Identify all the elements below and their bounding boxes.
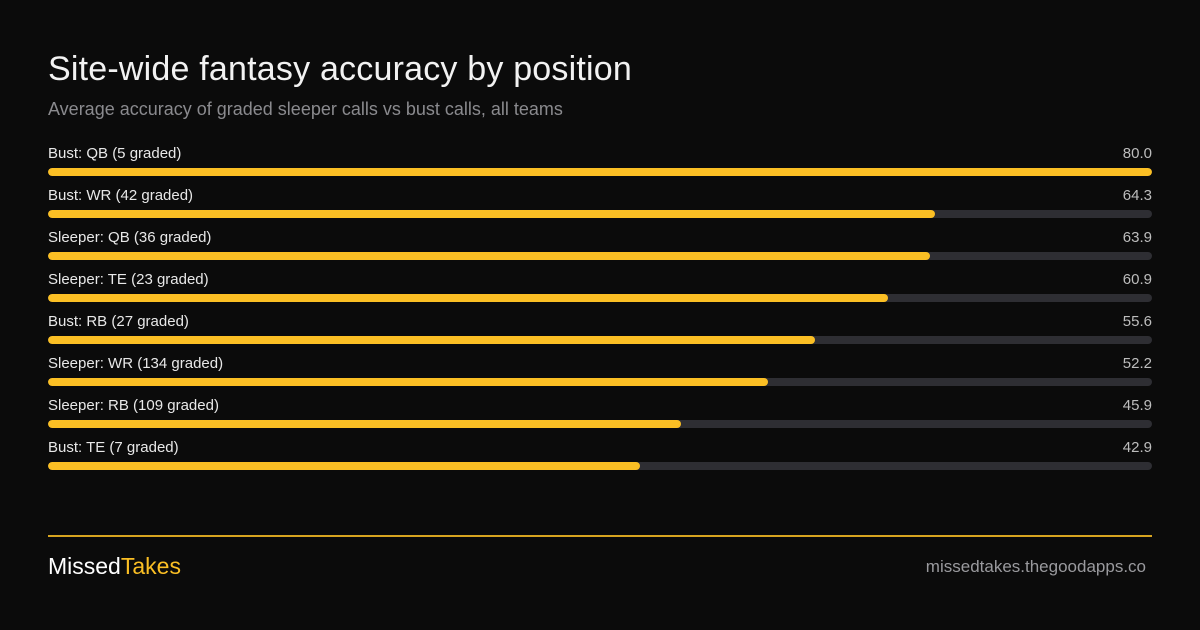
bar-label: Bust: WR (42 graded)	[48, 187, 194, 204]
bar-value-label: 42.9	[1122, 439, 1152, 456]
bar-fill	[48, 462, 641, 470]
bar-value-label: 64.3	[1122, 187, 1152, 204]
bar-label: Bust: TE (7 graded)	[48, 439, 179, 456]
brand-second: Takes	[120, 553, 181, 579]
bar-fill	[48, 294, 889, 302]
bar-label: Sleeper: WR (134 graded)	[48, 355, 224, 372]
bar-label: Sleeper: QB (36 graded)	[48, 229, 212, 246]
bar-value-label: 55.6	[1122, 313, 1152, 330]
bar-row: Sleeper: TE (23 graded) 60.9	[48, 269, 1152, 311]
bar-label: Bust: RB (27 graded)	[48, 313, 189, 330]
bar-track	[48, 210, 1152, 218]
bar-row: Bust: QB (5 graded) 80.0	[48, 143, 1152, 185]
bar-track	[48, 420, 1152, 428]
bar-row: Bust: WR (42 graded) 64.3	[48, 185, 1152, 227]
bar-value-label: 80.0	[1122, 145, 1152, 162]
chart-title: Site-wide fantasy accuracy by position	[48, 50, 632, 88]
bar-row: Sleeper: RB (109 graded) 45.9	[48, 395, 1152, 437]
bar-fill	[48, 420, 682, 428]
chart-subtitle: Average accuracy of graded sleeper calls…	[48, 99, 563, 119]
bar-fill	[48, 378, 769, 386]
bar-track	[48, 378, 1152, 386]
bar-track	[48, 462, 1152, 470]
bar-chart: Bust: QB (5 graded) 80.0 Bust: WR (42 grad…	[48, 143, 1152, 479]
bar-value-label: 60.9	[1122, 271, 1152, 288]
footer-divider	[48, 535, 1152, 537]
bar-fill	[48, 336, 816, 344]
bar-label: Sleeper: RB (109 graded)	[48, 397, 219, 414]
bar-track	[48, 252, 1152, 260]
bar-row: Bust: RB (27 graded) 55.6	[48, 311, 1152, 353]
bar-track	[48, 168, 1152, 176]
bar-value-label: 52.2	[1122, 355, 1152, 372]
bar-label: Bust: QB (5 graded)	[48, 145, 182, 162]
bar-row: Sleeper: QB (36 graded) 63.9	[48, 227, 1152, 269]
bar-track	[48, 336, 1152, 344]
brand-first: Missed	[48, 553, 121, 579]
bar-label: Sleeper: TE (23 graded)	[48, 271, 209, 288]
brand-logo: MissedTakes	[48, 553, 181, 580]
bar-row: Bust: TE (7 graded) 42.9	[48, 437, 1152, 479]
site-url: missedtakes.thegoodapps.co	[925, 557, 1146, 576]
bar-fill	[48, 168, 1152, 176]
bar-value-label: 63.9	[1122, 229, 1152, 246]
bar-track	[48, 294, 1152, 302]
bar-row: Sleeper: WR (134 graded) 52.2	[48, 353, 1152, 395]
bar-fill	[48, 210, 936, 218]
bar-value-label: 45.9	[1122, 397, 1152, 414]
bar-fill	[48, 252, 930, 260]
